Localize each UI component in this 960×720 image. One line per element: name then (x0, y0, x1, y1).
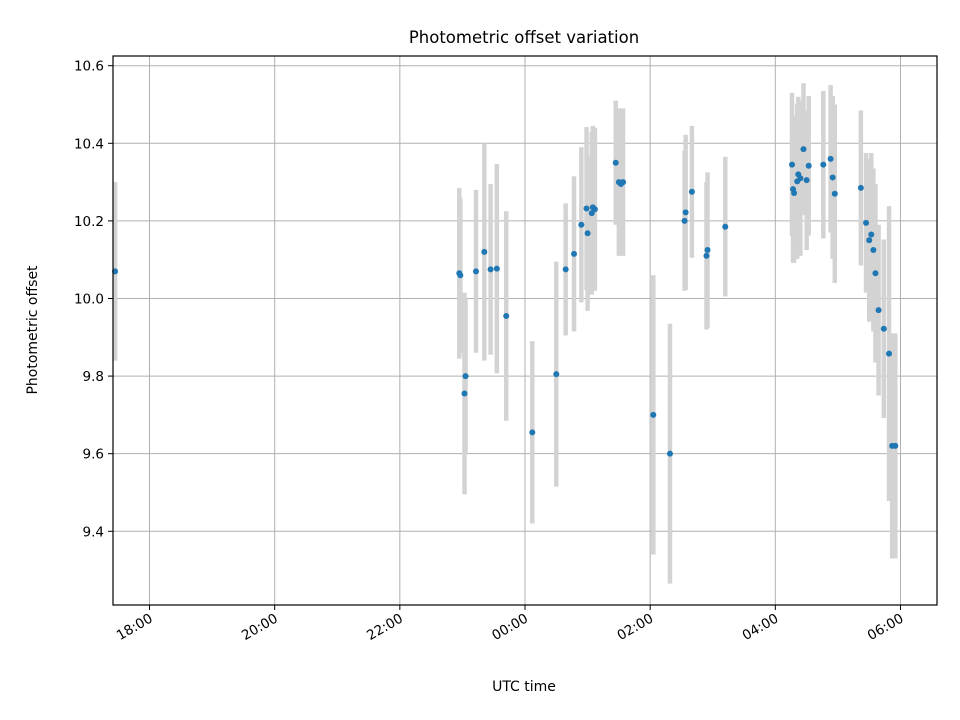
data-point (462, 373, 469, 380)
data-point (892, 442, 899, 449)
data-point (688, 188, 695, 195)
data-point (493, 265, 500, 272)
data-point (875, 307, 882, 314)
data-point (650, 411, 657, 418)
y-tick-label: 9.8 (83, 369, 104, 385)
y-axis-label: Photometric offset (25, 265, 41, 395)
data-point (831, 190, 838, 197)
data-point (805, 162, 812, 169)
data-point (461, 390, 468, 397)
data-point (703, 252, 710, 259)
data-point (870, 246, 877, 253)
data-point (863, 219, 870, 226)
data-point (866, 237, 873, 244)
data-point (562, 266, 569, 273)
data-point (827, 155, 834, 162)
y-tick-label: 10.0 (74, 291, 104, 307)
data-point (591, 206, 598, 213)
data-point (583, 205, 590, 212)
data-point (571, 250, 578, 257)
data-point (682, 209, 689, 216)
grid-lines (113, 56, 937, 605)
data-point (666, 450, 673, 457)
data-point (704, 246, 711, 253)
data-point (789, 161, 796, 168)
data-point (584, 230, 591, 237)
data-point (868, 231, 875, 238)
y-tick-label: 9.4 (83, 524, 104, 540)
data-point (872, 270, 879, 277)
data-point (880, 325, 887, 332)
y-axis-ticks: 9.4 9.6 9.8 10.0 10.2 10.4 10.6 (74, 59, 113, 540)
data-point (529, 429, 536, 436)
y-tick-label: 9.6 (83, 447, 104, 463)
data-point (797, 175, 804, 182)
data-point (857, 184, 864, 191)
data-point (612, 159, 619, 166)
y-tick-label: 10.4 (74, 136, 104, 152)
chart-title: Photometric offset variation (409, 28, 639, 47)
data-point (487, 266, 494, 273)
data-points (112, 146, 899, 457)
data-point (553, 371, 560, 378)
data-point (800, 146, 807, 153)
data-point (472, 268, 479, 275)
data-point (886, 350, 893, 357)
data-point (791, 189, 798, 196)
data-point (803, 177, 810, 184)
data-point (681, 217, 688, 224)
data-point (503, 312, 510, 319)
data-point (820, 161, 827, 168)
data-point (457, 272, 464, 279)
data-point (620, 179, 627, 186)
data-point (578, 221, 585, 228)
y-tick-label: 10.6 (74, 59, 104, 75)
data-point (829, 174, 836, 181)
data-point (481, 248, 488, 255)
y-tick-label: 10.2 (74, 214, 104, 230)
x-axis-label: UTC time (492, 679, 556, 695)
data-point (722, 223, 729, 230)
